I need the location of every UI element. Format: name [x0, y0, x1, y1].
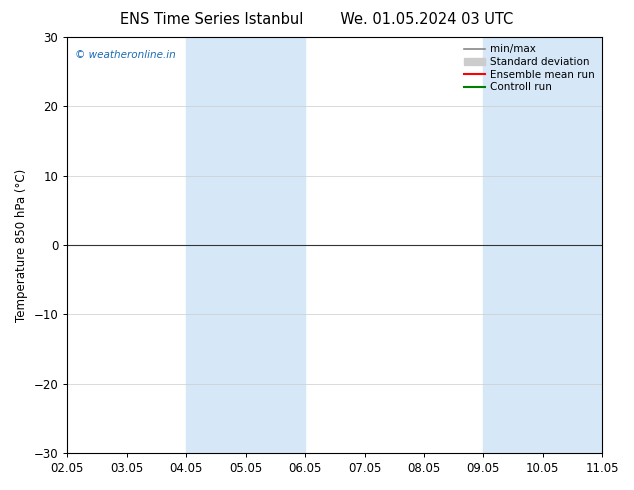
Text: ENS Time Series Istanbul        We. 01.05.2024 03 UTC: ENS Time Series Istanbul We. 01.05.2024 … [120, 12, 514, 27]
Bar [186, 37, 305, 453]
Text: © weatheronline.in: © weatheronline.in [75, 49, 176, 60]
Legend: min/max, Standard deviation, Ensemble mean run, Controll run: min/max, Standard deviation, Ensemble me… [462, 42, 597, 95]
Bar [483, 37, 602, 453]
Y-axis label: Temperature 850 hPa (°C): Temperature 850 hPa (°C) [15, 169, 28, 322]
